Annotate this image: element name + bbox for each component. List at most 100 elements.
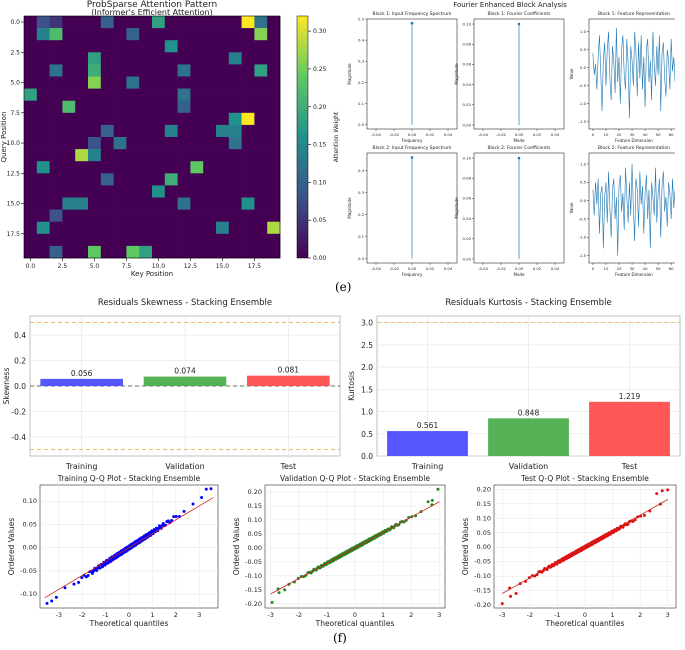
fourier-subplot: Block 2: Feature Representation 0 10 20 30 40… — [569, 145, 675, 277]
heatmap-cell — [88, 112, 102, 126]
heatmap-cell — [100, 52, 114, 65]
heatmap-cell — [36, 149, 50, 162]
heatmap-cell — [139, 197, 153, 210]
heatmap-cell — [113, 100, 127, 114]
heatmap-cell — [267, 209, 281, 222]
validation-qq-plot: Validation Q-Q Plot - Stacking Ensemble -… — [232, 474, 446, 628]
y-axis-label: Magnitude — [454, 63, 459, 85]
heatmap-cell — [126, 233, 140, 247]
heatmap-cell — [216, 149, 230, 162]
heatmap-cell — [100, 112, 114, 126]
heatmap-cell — [75, 88, 89, 101]
y-tick-label: 0.4 — [358, 168, 365, 173]
x-axis-label: Mode — [514, 138, 525, 143]
heatmap-cell — [254, 209, 268, 222]
heatmap-cell — [62, 197, 76, 210]
x-tick-label: 1 — [611, 611, 615, 619]
y-tick-label: -0.10 — [20, 590, 37, 598]
y-tick-label: 0.1 — [358, 234, 365, 239]
heatmap-cell — [100, 221, 114, 235]
heatmap-cell — [228, 161, 242, 174]
qq-point — [500, 602, 504, 606]
heatmap-cell — [139, 100, 153, 114]
heatmap-cell — [113, 137, 127, 150]
x-tick-label: 0 — [127, 611, 131, 619]
y-tick-label: 0.06 — [463, 62, 472, 67]
colorbar-tick-label: 0.30 — [313, 28, 327, 35]
heatmap-cell — [75, 233, 89, 247]
x-tick-label: 50 — [656, 132, 661, 137]
qq-point — [283, 588, 287, 592]
x-tick-label: 0 — [353, 611, 357, 619]
y-axis-label: Value — [569, 68, 574, 80]
test-qq-plot: Test Q-Q Plot - Stacking Ensemble -3 -2 -1 0… — [461, 474, 677, 628]
heatmap-cell — [88, 221, 102, 235]
heatmap-cell — [152, 16, 166, 29]
heatmap-cell — [126, 245, 140, 259]
y-axis-label: Query Position — [0, 112, 8, 163]
y-tick-label: -0.4 — [11, 433, 26, 442]
heatmap-cell — [241, 52, 255, 65]
heatmap-cell — [267, 52, 281, 65]
heatmap-cell — [216, 124, 230, 138]
heatmap-cells — [24, 16, 281, 259]
training-qq-plot: Training Q-Q Plot - Stacking Ensemble -3 -… — [7, 474, 219, 628]
heatmap-cell — [100, 149, 114, 162]
subplot-frame — [588, 18, 675, 130]
qq-point — [45, 601, 49, 605]
heatmap-cell — [126, 173, 140, 186]
heatmap-cell — [241, 221, 255, 235]
x-tick-label: 60 — [669, 266, 674, 271]
heatmap-cell — [24, 28, 38, 41]
heatmap-cell — [100, 16, 114, 29]
qq-point — [54, 595, 58, 599]
y-axis-label: Ordered Values — [461, 518, 470, 576]
heatmap-cell — [100, 100, 114, 114]
colorbar-tick-label: 0.15 — [313, 142, 327, 149]
heatmap-cell — [113, 124, 127, 138]
y-tick-label: 7.5 — [10, 110, 20, 117]
x-tick-label: 30 — [630, 266, 635, 271]
heatmap-cell — [254, 64, 268, 77]
colorbar-tick-label: 0.20 — [313, 104, 327, 111]
heatmap-cell — [177, 197, 191, 210]
heatmap-cell — [152, 112, 166, 126]
heatmap-cell — [88, 124, 102, 138]
heatmap-cell — [49, 112, 63, 126]
heatmap-cell — [203, 40, 217, 53]
heatmap-cell — [267, 124, 281, 138]
heatmap-cell — [241, 245, 255, 259]
heatmap-cell — [228, 112, 242, 126]
heatmap-cell — [113, 112, 127, 126]
heatmap-cell — [203, 173, 217, 186]
x-tick-label: 0.04 — [444, 266, 453, 271]
y-tick-label: 0.2 — [358, 212, 365, 217]
heatmap-cell — [36, 16, 50, 29]
x-tick-label: 0 — [592, 132, 595, 137]
x-tick-label: -0.02 — [389, 266, 399, 271]
heatmap-cell — [203, 28, 217, 41]
heatmap-cell — [24, 233, 38, 247]
x-tick-label: -0.04 — [371, 266, 381, 271]
heatmap-cell — [113, 245, 127, 259]
y-axis-label: Kurtosis — [347, 371, 356, 401]
heatmap-cell — [36, 245, 50, 259]
heatmap-cell — [49, 161, 63, 174]
y-tick-label: -0.15 — [474, 587, 491, 595]
x-axis-label: Frequency — [402, 272, 423, 277]
heatmap-cell — [177, 233, 191, 247]
qq-point — [633, 518, 637, 522]
stem-marker — [517, 156, 521, 160]
heatmap-cell — [190, 233, 204, 247]
qq-point — [72, 582, 76, 586]
y-tick-label: -1.0 — [579, 101, 587, 106]
heatmap-cell — [24, 100, 38, 114]
heatmap-cell — [164, 76, 178, 89]
qq-point — [270, 600, 274, 604]
heatmap-cell — [139, 88, 153, 101]
heatmap-cell — [164, 28, 178, 41]
qq-point — [426, 500, 430, 504]
chart-title: Residuals Skewness - Stacking Ensemble — [98, 298, 272, 308]
heatmap-cell — [203, 137, 217, 150]
heatmap-cell — [190, 209, 204, 222]
